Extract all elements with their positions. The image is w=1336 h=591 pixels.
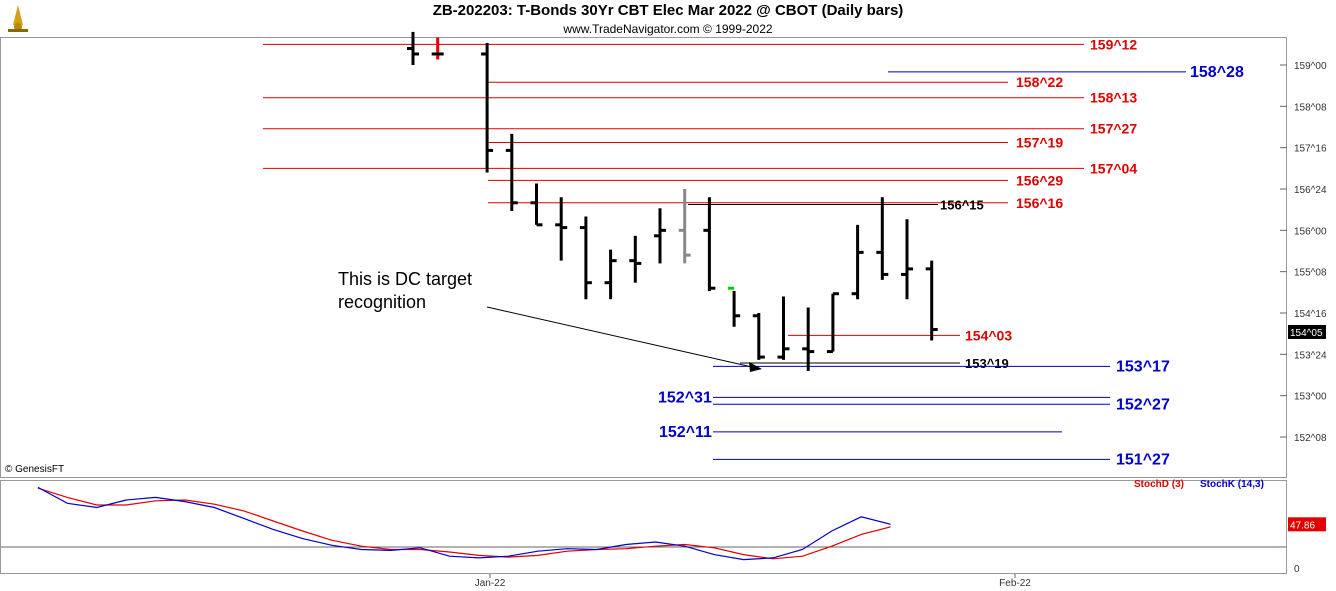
target-level-label: 153^19 xyxy=(965,356,1009,371)
target-level-label: 156^15 xyxy=(940,198,984,213)
target-levels: 159^12 158^28 158^22 158^13 157^27 157^19 157^… xyxy=(263,36,1244,468)
stochastic-panel: StochD (3) StochK (14,3) 47.86 0 xyxy=(1,479,1326,575)
annotation-line: This is DC target xyxy=(338,269,472,289)
target-level-label: 151^27 xyxy=(1116,451,1170,468)
copyright-label: © GenesisFT xyxy=(5,464,64,475)
annotation-line: recognition xyxy=(338,292,426,312)
price-tick-label: 155^08 xyxy=(1294,268,1327,279)
price-tick-label: 158^08 xyxy=(1294,102,1327,113)
target-level-label: 158^13 xyxy=(1090,90,1137,106)
target-level-label: 158^22 xyxy=(1016,74,1063,90)
stoch-k-line xyxy=(37,486,891,561)
price-tick-label: 152^08 xyxy=(1294,433,1327,444)
target-level-label: 159^12 xyxy=(1090,36,1137,52)
date-tick-label: Jan-22 xyxy=(475,578,506,589)
stoch-legend-item: StochD (3) xyxy=(1134,479,1184,490)
target-level-label: 157^27 xyxy=(1090,121,1137,137)
target-level-label: 152^27 xyxy=(1116,396,1170,413)
chart-subtitle: www.TradeNavigator.com © 1999-2022 xyxy=(563,22,773,36)
price-axis: 159^00 158^08 157^16 156^24 156^00 155^08 154^… xyxy=(1280,61,1327,444)
target-level-label: 157^19 xyxy=(1016,135,1063,151)
stoch-d-line xyxy=(37,487,891,560)
stoch-value-badge xyxy=(1288,517,1326,532)
date-tick-label: Feb-22 xyxy=(999,578,1031,589)
target-level-label: 154^03 xyxy=(965,327,1012,343)
price-tick-label: 154^16 xyxy=(1294,309,1327,320)
target-level-label: 156^16 xyxy=(1016,195,1063,211)
price-bars xyxy=(407,31,938,371)
target-level-label: 152^31 xyxy=(658,389,712,406)
price-tick-label: 153^24 xyxy=(1294,350,1327,361)
price-tick-label: 156^24 xyxy=(1294,185,1327,196)
navigator-logo-icon xyxy=(8,5,28,32)
target-level-label: 158^28 xyxy=(1190,64,1244,81)
stoch-value-label: 47.86 xyxy=(1290,520,1315,531)
last-price-label: 154^05 xyxy=(1290,328,1323,339)
price-panel-frame xyxy=(0,37,1287,478)
price-tick-label: 157^16 xyxy=(1294,144,1327,155)
last-price-badge xyxy=(1288,324,1326,339)
target-level-label: 156^29 xyxy=(1016,172,1063,188)
price-tick-label: 156^00 xyxy=(1294,226,1327,237)
price-tick-label: 153^00 xyxy=(1294,392,1327,403)
annotation-text: This is DC target recognition xyxy=(338,269,472,312)
arrow-head-icon xyxy=(749,362,762,372)
date-axis: Jan-22 Feb-22 xyxy=(475,574,1031,589)
stoch-legend-item: StochK (14,3) xyxy=(1200,479,1264,490)
price-tick-label: 159^00 xyxy=(1294,61,1327,72)
target-level-label: 157^04 xyxy=(1090,160,1137,176)
target-level-label: 152^11 xyxy=(659,424,712,441)
stoch-zero-label: 0 xyxy=(1294,564,1300,575)
target-level-label: 153^17 xyxy=(1116,358,1170,375)
stoch-panel-frame xyxy=(0,480,1287,574)
annotation-arrow xyxy=(486,306,753,368)
chart-title: ZB-202203: T-Bonds 30Yr CBT Elec Mar 202… xyxy=(432,2,904,19)
